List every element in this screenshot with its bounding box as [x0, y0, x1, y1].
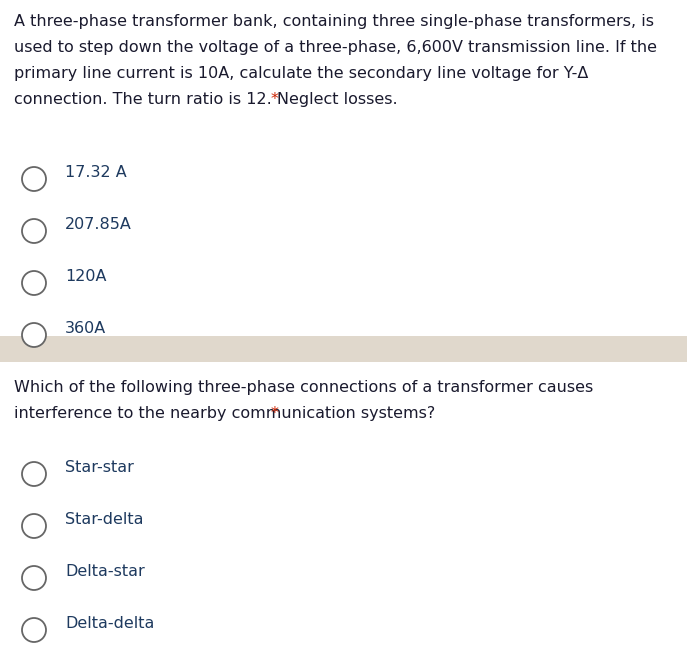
Text: Delta-delta: Delta-delta [65, 616, 155, 631]
Text: *: * [271, 92, 278, 107]
Text: Which of the following three-phase connections of a transformer causes: Which of the following three-phase conne… [14, 380, 594, 395]
Circle shape [22, 618, 46, 642]
Text: 17.32 A: 17.32 A [65, 165, 126, 180]
Text: connection. The turn ratio is 12. Neglect losses.: connection. The turn ratio is 12. Neglec… [14, 92, 403, 107]
Circle shape [22, 219, 46, 243]
Text: *: * [271, 406, 278, 421]
Text: A three-phase transformer bank, containing three single-phase transformers, is: A three-phase transformer bank, containi… [14, 14, 654, 29]
Circle shape [22, 167, 46, 191]
Circle shape [22, 271, 46, 295]
Circle shape [22, 514, 46, 538]
Text: primary line current is 10A, calculate the secondary line voltage for Y-Δ: primary line current is 10A, calculate t… [14, 66, 588, 81]
Text: Star-delta: Star-delta [65, 512, 144, 527]
Circle shape [22, 566, 46, 590]
Text: interference to the nearby communication systems?: interference to the nearby communication… [14, 406, 440, 421]
Text: Delta-star: Delta-star [65, 564, 145, 579]
Text: used to step down the voltage of a three-phase, 6,600V transmission line. If the: used to step down the voltage of a three… [14, 40, 657, 55]
Circle shape [22, 323, 46, 347]
Bar [0, 336, 687, 362]
Text: 120A: 120A [65, 269, 106, 284]
Circle shape [22, 462, 46, 486]
Text: 360A: 360A [65, 321, 106, 336]
Text: 207.85A: 207.85A [65, 217, 132, 232]
Text: Star-star: Star-star [65, 460, 134, 475]
